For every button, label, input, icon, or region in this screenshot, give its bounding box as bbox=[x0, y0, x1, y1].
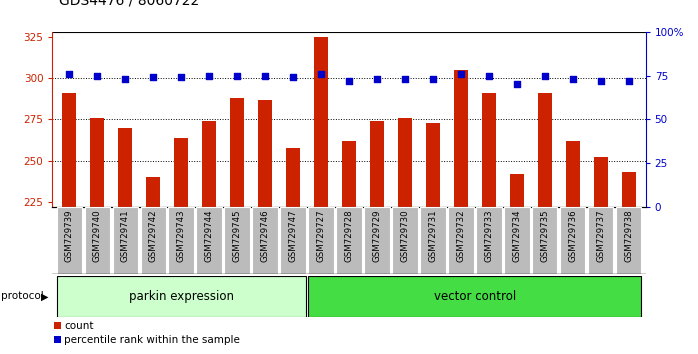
Bar bbox=[112, 207, 138, 274]
Bar bbox=[225, 207, 250, 274]
Point bbox=[288, 75, 299, 80]
Bar bbox=[533, 207, 558, 274]
Bar bbox=[90, 118, 104, 354]
Point bbox=[91, 73, 103, 79]
Bar bbox=[476, 207, 502, 274]
Bar bbox=[309, 207, 334, 274]
Bar bbox=[314, 37, 328, 354]
Point bbox=[315, 71, 327, 77]
Bar bbox=[118, 128, 132, 354]
Text: parkin expression: parkin expression bbox=[128, 290, 234, 303]
Bar bbox=[364, 207, 389, 274]
Bar bbox=[140, 207, 165, 274]
Point bbox=[455, 71, 466, 77]
Text: percentile rank within the sample: percentile rank within the sample bbox=[64, 335, 240, 345]
Bar bbox=[566, 141, 580, 354]
Bar bbox=[84, 207, 110, 274]
Bar bbox=[420, 207, 445, 274]
Point bbox=[623, 78, 634, 84]
Text: GSM729745: GSM729745 bbox=[232, 209, 242, 262]
Bar bbox=[336, 207, 362, 274]
Bar bbox=[454, 70, 468, 354]
Point bbox=[175, 75, 186, 80]
Bar bbox=[146, 177, 160, 354]
Text: GSM729732: GSM729732 bbox=[456, 209, 466, 262]
Text: GSM729744: GSM729744 bbox=[205, 209, 214, 262]
Point bbox=[512, 81, 523, 87]
Bar bbox=[230, 98, 244, 354]
Text: GSM729742: GSM729742 bbox=[149, 209, 158, 262]
Point bbox=[119, 76, 131, 82]
Text: GSM729747: GSM729747 bbox=[288, 209, 297, 262]
Bar bbox=[196, 207, 222, 274]
Point bbox=[427, 76, 438, 82]
Text: GDS4476 / 8060722: GDS4476 / 8060722 bbox=[59, 0, 200, 7]
Bar bbox=[594, 158, 608, 354]
Bar bbox=[510, 174, 524, 354]
Text: ▶: ▶ bbox=[40, 291, 48, 302]
Text: GSM729727: GSM729727 bbox=[316, 209, 325, 262]
Bar bbox=[202, 121, 216, 354]
Text: GSM729731: GSM729731 bbox=[429, 209, 438, 262]
Point bbox=[147, 75, 158, 80]
Bar bbox=[168, 207, 193, 274]
Bar bbox=[54, 336, 61, 343]
Text: GSM729728: GSM729728 bbox=[345, 209, 353, 262]
Text: GSM729746: GSM729746 bbox=[260, 209, 269, 262]
Point bbox=[399, 76, 410, 82]
Point bbox=[260, 73, 271, 79]
Bar bbox=[370, 121, 384, 354]
Bar bbox=[57, 207, 82, 274]
Bar bbox=[62, 93, 76, 354]
Bar bbox=[258, 99, 272, 354]
Bar bbox=[398, 118, 412, 354]
Bar bbox=[588, 207, 614, 274]
Bar bbox=[57, 276, 306, 317]
Bar bbox=[174, 138, 188, 354]
Bar bbox=[448, 207, 473, 274]
Text: GSM729739: GSM729739 bbox=[65, 209, 74, 262]
Point bbox=[343, 78, 355, 84]
Point bbox=[64, 71, 75, 77]
Point bbox=[483, 73, 494, 79]
Bar bbox=[538, 93, 552, 354]
Bar bbox=[54, 322, 61, 329]
Text: GSM729738: GSM729738 bbox=[624, 209, 633, 262]
Bar bbox=[505, 207, 530, 274]
Text: vector control: vector control bbox=[434, 290, 516, 303]
Text: GSM729729: GSM729729 bbox=[373, 209, 382, 262]
Point bbox=[204, 73, 215, 79]
Bar bbox=[560, 207, 586, 274]
Text: GSM729730: GSM729730 bbox=[401, 209, 410, 262]
Text: GSM729743: GSM729743 bbox=[177, 209, 186, 262]
Bar bbox=[616, 207, 641, 274]
Text: GSM729734: GSM729734 bbox=[512, 209, 521, 262]
Text: GSM729740: GSM729740 bbox=[93, 209, 102, 262]
Bar bbox=[426, 123, 440, 354]
Text: GSM729736: GSM729736 bbox=[568, 209, 577, 262]
Text: GSM729735: GSM729735 bbox=[540, 209, 549, 262]
Text: count: count bbox=[64, 321, 94, 331]
Bar bbox=[281, 207, 306, 274]
Bar bbox=[309, 276, 641, 317]
Point bbox=[595, 78, 607, 84]
Point bbox=[567, 76, 579, 82]
Point bbox=[371, 76, 383, 82]
Text: GSM729737: GSM729737 bbox=[596, 209, 605, 262]
Text: GSM729733: GSM729733 bbox=[484, 209, 493, 262]
Bar bbox=[342, 141, 356, 354]
Bar bbox=[622, 172, 636, 354]
Bar bbox=[392, 207, 417, 274]
Point bbox=[540, 73, 551, 79]
Bar bbox=[482, 93, 496, 354]
Text: GSM729741: GSM729741 bbox=[121, 209, 130, 262]
Bar bbox=[286, 148, 300, 354]
Point bbox=[232, 73, 243, 79]
Text: protocol: protocol bbox=[1, 291, 44, 302]
Bar bbox=[253, 207, 278, 274]
